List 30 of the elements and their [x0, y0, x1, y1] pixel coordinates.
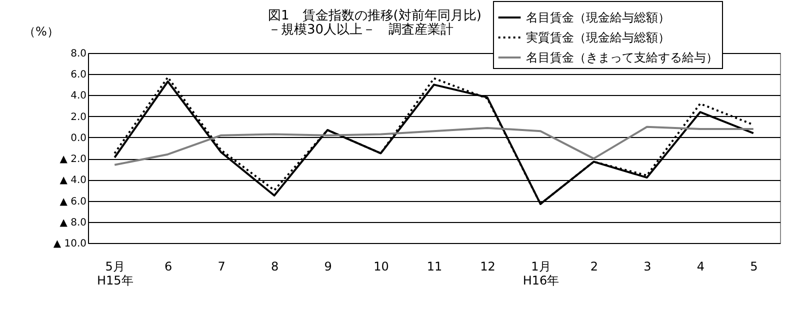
x-tick-label: 12 [480, 260, 496, 274]
y-tick-label: ▲ 8.0 [60, 217, 86, 228]
x-tick-label: 5 [750, 260, 758, 274]
chart-subtitle: －規模30人以上－ 調査産業計 [268, 22, 454, 38]
x-tick-label: 1月 H16年 [522, 260, 560, 288]
y-axis-title: （%） [24, 24, 59, 38]
legend-label: 名目賃金（きまって支給する給与） [526, 50, 718, 64]
x-tick-label: 7 [218, 260, 226, 274]
chart-title: 図1 賃金指数の推移(対前年同月比) [268, 8, 482, 24]
y-tick-label: 4.0 [70, 90, 86, 102]
y-tick-label: ▲ 2.0 [60, 154, 86, 166]
y-tick-label: ▲ 4.0 [60, 175, 86, 186]
y-tick-label: ▲ 6.0 [60, 196, 86, 208]
x-tick-label: 2 [590, 260, 598, 274]
x-tick-label: 6 [164, 260, 172, 274]
y-tick-label: 2.0 [70, 112, 86, 123]
legend-label: 実質賃金（現金給与総額） [526, 30, 670, 44]
x-tick-label: 8 [270, 260, 279, 274]
x-tick-label: 11 [426, 260, 442, 274]
x-tick-label: 10 [374, 260, 389, 274]
x-tick-label: 4 [696, 260, 704, 274]
legend-label: 名目賃金（現金給与総額） [526, 10, 670, 24]
y-tick-label: 8.0 [70, 48, 86, 60]
y-tick-label: 0.0 [70, 132, 86, 144]
y-tick-label: ▲ 10.0 [53, 238, 86, 250]
x-tick-label: 3 [644, 260, 652, 274]
x-tick-label: 5月 H15年 [96, 260, 134, 288]
x-tick-label: 9 [324, 260, 332, 274]
line-series [114, 126, 754, 166]
y-tick-label: 6.0 [70, 70, 86, 81]
